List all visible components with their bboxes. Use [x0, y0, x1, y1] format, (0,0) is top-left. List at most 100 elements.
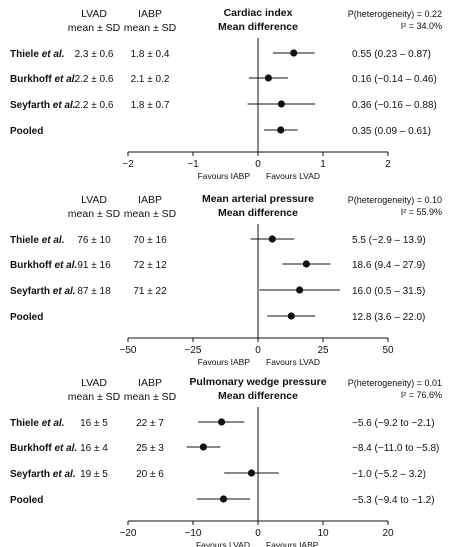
point-estimate [302, 260, 310, 268]
column-header-sd: mean ± SD [124, 208, 177, 220]
x-tick-label: 0 [255, 528, 261, 539]
lvad-value: 76 ± 10 [77, 235, 111, 246]
x-tick-label: 0 [255, 345, 261, 356]
study-label: Thiele et al. [10, 418, 64, 429]
heterogeneity-i2: I² = 34.0% [401, 21, 442, 31]
x-tick-label: −20 [120, 528, 137, 539]
effect-ci-text: 12.8 (3.6 – 22.0) [352, 312, 425, 323]
point-estimate [199, 443, 207, 451]
panel-subtitle: Mean difference [218, 21, 298, 33]
heterogeneity-i2: I² = 55.9% [401, 207, 442, 217]
point-estimate [247, 469, 256, 477]
study-label: Thiele et al. [10, 49, 64, 60]
point-estimate [264, 74, 272, 82]
iabp-value: 1.8 ± 0.4 [131, 49, 170, 60]
study-label: Pooled [10, 126, 43, 137]
x-tick-label: −50 [120, 345, 137, 356]
x-tick-label: 2 [385, 159, 391, 170]
effect-ci-text: 5.5 (−2.9 – 13.9) [352, 235, 426, 246]
study-label: Burkhoff et al. [10, 260, 77, 271]
heterogeneity-i2: I² = 76.6% [401, 390, 442, 400]
effect-ci-text: 0.36 (−0.16 – 0.88) [352, 100, 437, 111]
iabp-value: 72 ± 12 [133, 260, 167, 271]
effect-ci-text: −1.0 (−5.2 – 3.2) [352, 469, 426, 480]
point-estimate [219, 495, 228, 503]
study-label: Burkhoff et al. [10, 74, 77, 85]
lvad-value: 2.2 ± 0.6 [75, 100, 114, 111]
column-header-iabp: IABP [138, 377, 162, 389]
effect-ci-text: 0.35 (0.09 – 0.61) [352, 126, 431, 137]
point-estimate [277, 100, 285, 108]
study-label: Thiele et al. [10, 235, 64, 246]
effect-ci-text: 18.6 (9.4 – 27.9) [352, 260, 425, 271]
column-header-lvad: LVAD [81, 8, 107, 20]
x-tick-label: 1 [320, 159, 326, 170]
effect-ci-text: −8.4 (−11.0 to −5.8) [352, 443, 439, 454]
point-estimate [290, 49, 298, 57]
column-header-iabp: IABP [138, 194, 162, 206]
forest-panel-3: LVAD mean ± SD IABP mean ± SD Pulmonary wedg… [10, 376, 442, 547]
study-label: Seyfarth et al. [10, 100, 76, 111]
lvad-value: 2.2 ± 0.6 [75, 74, 114, 85]
effect-ci-text: 0.16 (−0.14 – 0.46) [352, 74, 437, 85]
column-header-lvad: LVAD [81, 377, 107, 389]
study-label: Seyfarth et al. [10, 469, 76, 480]
favours-right-label: Favours LVAD [266, 171, 320, 181]
column-header-iabp: IABP [138, 8, 162, 20]
iabp-value: 2.1 ± 0.2 [131, 74, 170, 85]
panel-title: Cardiac index [224, 7, 293, 19]
forest-panel-1: LVAD mean ± SD IABP mean ± SD Cardiac index M… [10, 7, 442, 181]
study-label: Pooled [10, 312, 43, 323]
favours-left-label: Favours IABP [198, 357, 251, 367]
panel-title: Mean arterial pressure [202, 193, 314, 205]
effect-ci-text: 16.0 (0.5 – 31.5) [352, 286, 425, 297]
point-estimate [218, 418, 226, 426]
effect-ci-text: −5.6 (−9.2 to −2.1) [352, 418, 435, 429]
panel-subtitle: Mean difference [218, 207, 298, 219]
lvad-value: 87 ± 18 [77, 286, 111, 297]
x-tick-label: 20 [382, 528, 394, 539]
iabp-value: 25 ± 3 [136, 443, 164, 454]
favours-left-label: Favours IABP [198, 171, 251, 181]
x-tick-label: 10 [317, 528, 329, 539]
study-label: Burkhoff et al. [10, 443, 77, 454]
x-tick-label: 0 [255, 159, 261, 170]
lvad-value: 19 ± 5 [80, 469, 108, 480]
x-tick-label: 50 [382, 345, 394, 356]
favours-right-label: Favours IABP [266, 540, 319, 547]
lvad-value: 16 ± 4 [80, 443, 108, 454]
iabp-value: 71 ± 22 [133, 286, 167, 297]
column-header-sd: mean ± SD [68, 22, 121, 34]
x-tick-label: −25 [185, 345, 202, 356]
point-estimate [268, 235, 276, 243]
favours-right-label: Favours LVAD [266, 357, 320, 367]
effect-ci-text: 0.55 (0.23 – 0.87) [352, 49, 431, 60]
iabp-value: 22 ± 7 [136, 418, 164, 429]
column-header-sd: mean ± SD [124, 22, 177, 34]
heterogeneity-p: P(heterogeneity) = 0.01 [348, 378, 442, 388]
point-estimate [296, 286, 304, 294]
x-tick-label: −2 [122, 159, 134, 170]
column-header-sd: mean ± SD [68, 391, 121, 403]
column-header-lvad: LVAD [81, 194, 107, 206]
x-tick-label: −10 [185, 528, 202, 539]
lvad-value: 2.3 ± 0.6 [75, 49, 114, 60]
lvad-value: 91 ± 16 [77, 260, 111, 271]
x-tick-label: 25 [317, 345, 329, 356]
panel-subtitle: Mean difference [218, 390, 298, 402]
study-label: Pooled [10, 495, 43, 506]
effect-ci-text: −5.3 (−9.4 to −1.2) [352, 495, 435, 506]
column-header-sd: mean ± SD [68, 208, 121, 220]
column-header-sd: mean ± SD [124, 391, 177, 403]
study-label: Seyfarth et al. [10, 286, 76, 297]
heterogeneity-p: P(heterogeneity) = 0.22 [348, 9, 442, 19]
iabp-value: 20 ± 6 [136, 469, 164, 480]
x-tick-label: −1 [187, 159, 199, 170]
iabp-value: 1.8 ± 0.7 [131, 100, 170, 111]
heterogeneity-p: P(heterogeneity) = 0.10 [348, 195, 442, 205]
favours-left-label: Favours LVAD [196, 540, 250, 547]
iabp-value: 70 ± 16 [133, 235, 167, 246]
point-estimate [277, 126, 285, 134]
lvad-value: 16 ± 5 [80, 418, 108, 429]
